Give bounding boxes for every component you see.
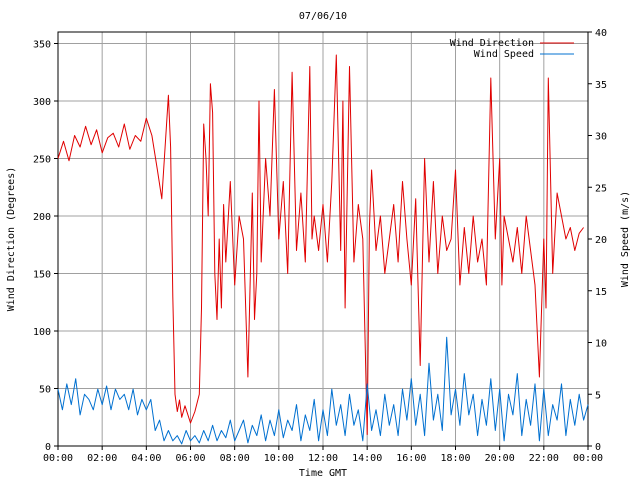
y-right-tick-label: 15 (595, 287, 607, 298)
legend-label-wind-speed: Wind Speed (474, 49, 534, 60)
y-axis-left-label: Wind Direction (Degrees) (6, 167, 17, 312)
series-group (57, 54, 589, 445)
x-tick-label: 10:00 (264, 453, 294, 464)
y-axis-right-label: Wind Speed (m/s) (620, 191, 631, 287)
y-left-tick-label: 0 (45, 442, 51, 453)
ticks: 00:00 02:00 04:00 06:00 08:00 10:00 12:00 14:00… (33, 28, 607, 464)
y-right-tick-label: 5 (595, 390, 601, 401)
legend-label-wind-direction: Wind Direction (450, 38, 534, 49)
y-right-tick-label: 35 (595, 80, 607, 91)
x-tick-label: 06:00 (175, 453, 205, 464)
x-tick-label: 14:00 (352, 453, 382, 464)
x-tick-label: 08:00 (220, 453, 250, 464)
x-tick-label: 22:00 (529, 453, 559, 464)
legend: Wind Direction Wind Speed (450, 38, 574, 60)
x-tick-label: 20:00 (485, 453, 515, 464)
x-tick-label: 00:00 (43, 453, 73, 464)
x-tick-label: 04:00 (131, 453, 161, 464)
y-left-tick-label: 250 (33, 155, 51, 166)
y-left-tick-label: 100 (33, 327, 51, 338)
y-right-tick-label: 10 (595, 339, 607, 350)
x-tick-label: 00:00 (573, 453, 603, 464)
y-left-tick-label: 50 (39, 385, 51, 396)
y-left-tick-label: 350 (33, 40, 51, 51)
x-axis-label: Time GMT (299, 468, 347, 479)
chart-title: 07/06/10 (299, 11, 347, 22)
x-tick-label: 12:00 (308, 453, 338, 464)
x-tick-label: 02:00 (87, 453, 117, 464)
series-line-wind-direction (57, 54, 584, 435)
y-left-tick-label: 300 (33, 97, 51, 108)
y-right-tick-label: 25 (595, 183, 607, 194)
y-right-tick-label: 20 (595, 235, 607, 246)
y-left-tick-label: 150 (33, 270, 51, 281)
y-right-tick-label: 30 (595, 132, 607, 143)
y-right-tick-label: 0 (595, 442, 601, 453)
y-right-tick-label: 40 (595, 28, 607, 39)
y-left-tick-label: 200 (33, 212, 51, 223)
x-tick-label: 16:00 (396, 453, 426, 464)
series-line-wind-speed (57, 336, 589, 445)
x-tick-label: 18:00 (440, 453, 470, 464)
